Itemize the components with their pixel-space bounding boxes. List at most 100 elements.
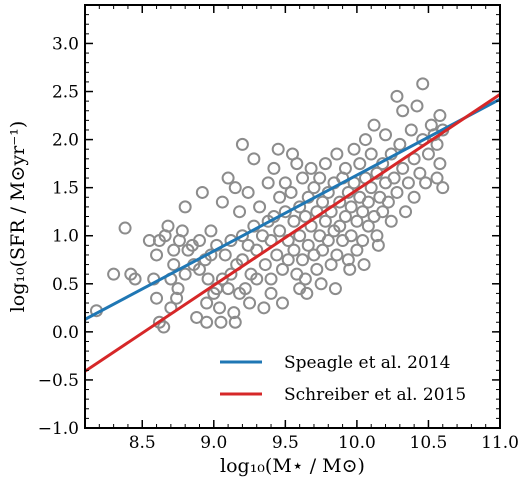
scatter-point — [318, 157, 332, 171]
scatter-point — [416, 77, 430, 91]
scatter-point — [310, 262, 324, 276]
scatter-point — [379, 128, 393, 142]
scatter-point — [264, 272, 278, 286]
scatter-point — [243, 296, 257, 310]
scatter-point — [284, 185, 298, 199]
scatter-point — [344, 200, 358, 214]
scatter-point — [228, 315, 242, 329]
scatter-point — [387, 171, 401, 185]
scatter-point — [171, 282, 185, 296]
scatter-point — [286, 147, 299, 161]
scatter-point — [228, 181, 242, 195]
scatter-point — [364, 181, 378, 195]
scatter-point — [433, 157, 447, 171]
x-tick-label: 10.5 — [410, 433, 448, 453]
scatter-point — [221, 171, 235, 185]
scatter-point — [436, 181, 450, 195]
y-tick-label: 2.5 — [52, 83, 79, 103]
scatter-point — [333, 195, 347, 209]
scatter-point — [227, 306, 241, 320]
scatter-point — [356, 234, 370, 248]
scatter-point — [316, 243, 330, 257]
scatter-point — [338, 210, 352, 223]
scatter-point — [413, 166, 427, 180]
scatter-point — [390, 89, 404, 103]
scatter-point — [278, 176, 292, 190]
scatter-point — [338, 161, 352, 175]
scatter-point — [224, 267, 238, 281]
scatter-point — [361, 219, 375, 233]
scatter-point — [357, 258, 371, 272]
scatter-point — [261, 176, 275, 190]
scatter-point — [318, 214, 332, 228]
scatter-point — [167, 258, 181, 272]
scatter-point — [341, 253, 355, 267]
scatter-point — [273, 224, 287, 238]
x-tick-label: 11.0 — [481, 433, 519, 453]
scatter-point — [213, 301, 227, 315]
legend-label-2: Schreiber et al. 2015 — [284, 385, 466, 405]
y-tick-label: −0.5 — [38, 371, 79, 391]
scatter-point — [192, 262, 206, 276]
scatter-point — [407, 190, 421, 204]
scatter-point — [178, 267, 192, 281]
scatter-point — [399, 205, 413, 219]
scatter-point — [118, 221, 132, 235]
scatter-point — [257, 301, 271, 315]
scatter-point — [296, 171, 310, 185]
scatter-point — [370, 229, 384, 243]
scatter-point — [247, 152, 261, 166]
scatter-point — [195, 185, 209, 199]
scatter-point — [344, 229, 358, 243]
scatter-point — [393, 137, 407, 151]
scatter-point — [293, 229, 307, 243]
scatter-point — [218, 248, 232, 262]
scatter-point — [313, 171, 327, 185]
scatter-point — [270, 248, 284, 262]
y-tick-label: 0.5 — [52, 275, 79, 295]
scatter-point — [396, 104, 410, 118]
scatter-point — [271, 142, 285, 156]
scatter-point — [235, 229, 249, 243]
scatter-point — [353, 157, 367, 171]
scatter-point — [401, 176, 415, 190]
scatter-point — [275, 296, 289, 310]
scatter-point — [396, 161, 410, 175]
scatter-point — [298, 210, 312, 223]
scatter-point — [275, 262, 289, 276]
scatter-point — [192, 234, 206, 248]
scatter-point — [350, 243, 364, 257]
scatter-point — [419, 176, 433, 190]
scatter-point — [175, 224, 189, 238]
scatter-point — [356, 205, 370, 219]
scatter-point — [371, 238, 385, 252]
x-tick-label: 9.5 — [272, 433, 299, 453]
scatter-point — [347, 142, 361, 156]
scatter-point — [350, 214, 364, 228]
scatter-point — [201, 272, 215, 286]
scatter-point — [410, 99, 424, 113]
scatter-point — [235, 137, 249, 151]
scatter-point — [330, 147, 344, 161]
scatter-point — [150, 248, 164, 262]
scatter-point — [404, 123, 418, 137]
axes: 8.5 9.0 9.5 10.0 10.5 11.0 −1.0 −0.5 0.0 0.5 1.0 1.… — [7, 4, 519, 477]
x-tick-label: 8.5 — [129, 433, 156, 453]
y-tick-label: 1.0 — [52, 227, 79, 247]
scatter-point — [367, 118, 381, 132]
series-line-1 — [85, 97, 500, 321]
scatter-point — [190, 310, 204, 324]
scatter-point — [281, 253, 295, 267]
y-tick-label: 1.5 — [52, 179, 79, 199]
scatter-point — [333, 219, 347, 233]
scatter-point — [324, 258, 338, 272]
scatter-point — [167, 243, 181, 257]
scatter-point — [364, 147, 378, 161]
scatter-point — [287, 214, 301, 228]
scatter-point — [161, 219, 175, 233]
x-axis-label: log₁₀(M⋆ / M⊙) — [220, 455, 365, 477]
scatter-point — [215, 195, 229, 209]
scatter-point — [384, 214, 398, 228]
scatter-point — [238, 282, 252, 296]
